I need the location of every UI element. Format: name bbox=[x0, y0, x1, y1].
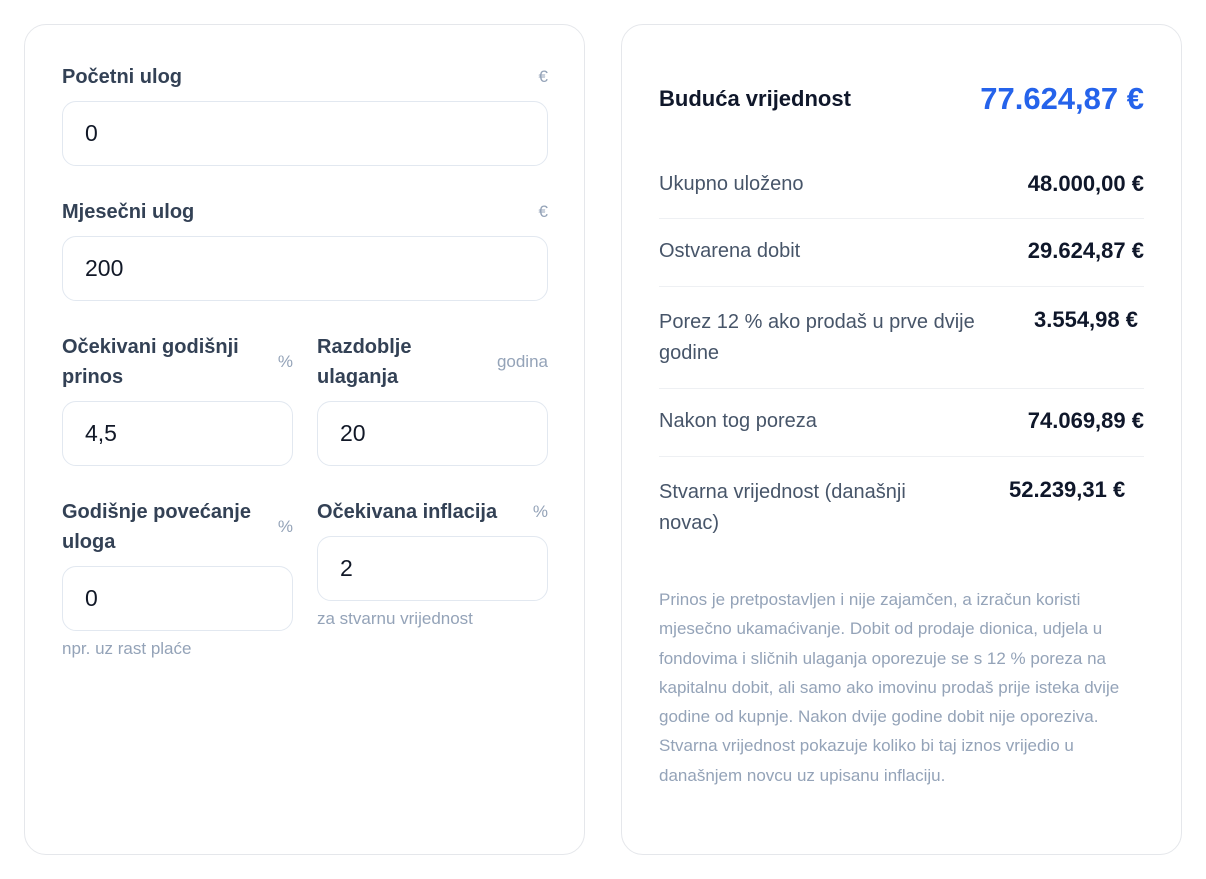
result-row-value: 52.239,31 € bbox=[1009, 477, 1126, 502]
future-value-amount: 77.624,87 € bbox=[980, 81, 1144, 116]
percent-unit: % bbox=[532, 502, 548, 521]
percent-unit: % bbox=[277, 352, 293, 371]
period-input[interactable]: 20 bbox=[317, 401, 548, 466]
result-row-profit: Ostvarena dobit 29.624,87 € bbox=[659, 219, 1144, 287]
return-rate-field: Očekivani godišnji prinos % 4,5 bbox=[62, 332, 293, 467]
period-label: Razdoblje ulaganja bbox=[317, 336, 412, 388]
years-unit: godina bbox=[496, 352, 548, 371]
annual-increase-hint: npr. uz rast plaće bbox=[62, 639, 192, 658]
result-row-value: 74.069,89 € bbox=[1027, 408, 1144, 433]
percent-unit: % bbox=[277, 517, 293, 536]
result-row-after-tax: Nakon tog poreza 74.069,89 € bbox=[659, 389, 1144, 457]
annual-increase-label: Godišnje povećanje uloga bbox=[62, 501, 251, 553]
monthly-deposit-field: Mjesečni ulog € 200 bbox=[62, 197, 548, 302]
inflation-label: Očekivana inflacija bbox=[317, 501, 498, 523]
result-row-value: 3.554,98 € bbox=[1034, 307, 1138, 332]
monthly-deposit-input[interactable]: 200 bbox=[62, 236, 548, 301]
result-row-tax: Porez 12 % ako prodaš u prve dvije godin… bbox=[659, 287, 1144, 389]
euro-unit: € bbox=[538, 67, 548, 86]
initial-deposit-label: Početni ulog bbox=[62, 66, 182, 88]
result-row-value: 48.000,00 € bbox=[1027, 171, 1144, 196]
initial-deposit-field: Početni ulog € 0 bbox=[62, 62, 548, 167]
result-row-label: Porez 12 % ako prodaš u prve dvije godin… bbox=[659, 311, 975, 364]
return-rate-input[interactable]: 4,5 bbox=[62, 401, 293, 466]
euro-unit: € bbox=[538, 202, 548, 221]
inflation-input[interactable]: 2 bbox=[317, 536, 548, 601]
result-row-label: Stvarna vrijednost (današnji novac) bbox=[659, 481, 906, 534]
result-row-total-invested: Ukupno uloženo 48.000,00 € bbox=[659, 150, 1144, 219]
initial-deposit-input[interactable]: 0 bbox=[62, 101, 548, 166]
result-row-label: Ostvarena dobit bbox=[659, 240, 801, 262]
inflation-field: Očekivana inflacija % 2 za stvarnu vrije… bbox=[317, 497, 548, 637]
calculator-inputs-card: Početni ulog € 0 Mjesečni ulog € 200 Oče… bbox=[24, 24, 585, 855]
period-field: Razdoblje ulaganja godina 20 bbox=[317, 332, 548, 467]
return-rate-label: Očekivani godišnji prinos bbox=[62, 336, 239, 388]
monthly-deposit-label: Mjesečni ulog bbox=[62, 201, 195, 223]
inflation-hint: za stvarnu vrijednost bbox=[317, 609, 473, 628]
annual-increase-input[interactable]: 0 bbox=[62, 566, 293, 631]
result-row-label: Ukupno uloženo bbox=[659, 173, 804, 195]
result-row-real-value: Stvarna vrijednost (današnji novac) 52.2… bbox=[659, 457, 1144, 559]
disclaimer-note: Prinos je pretpostavljen i nije zajamčen… bbox=[659, 590, 1120, 785]
calculator-results-card: Buduća vrijednost 77.624,87 € Ukupno ulo… bbox=[621, 24, 1182, 855]
annual-increase-field: Godišnje povećanje uloga % 0 npr. uz ras… bbox=[62, 497, 293, 667]
result-row-label: Nakon tog poreza bbox=[659, 410, 817, 432]
future-value-label: Buduća vrijednost bbox=[659, 86, 851, 111]
result-row-value: 29.624,87 € bbox=[1027, 238, 1144, 263]
